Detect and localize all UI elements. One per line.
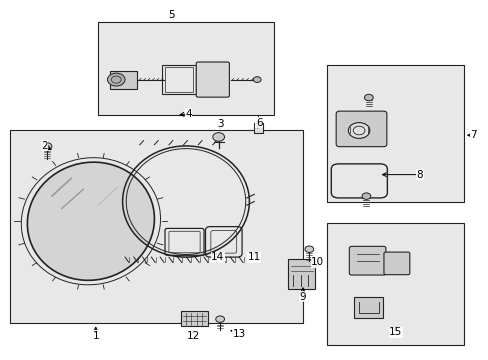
Text: 3: 3 [216, 120, 223, 129]
Text: 1: 1 [92, 331, 99, 341]
Circle shape [42, 143, 52, 150]
Bar [327, 223, 463, 345]
Text: 7: 7 [469, 130, 476, 140]
FancyBboxPatch shape [383, 252, 409, 275]
Bar [327, 65, 463, 202]
Bar [164, 67, 192, 92]
Text: 11: 11 [247, 252, 260, 262]
Circle shape [364, 94, 372, 101]
FancyBboxPatch shape [253, 123, 262, 134]
Text: 9: 9 [299, 292, 305, 302]
Text: 10: 10 [310, 257, 324, 267]
Circle shape [107, 73, 125, 86]
Text: 5: 5 [168, 10, 174, 20]
FancyBboxPatch shape [348, 246, 385, 275]
Bar [98, 22, 273, 116]
Ellipse shape [27, 162, 154, 280]
Circle shape [347, 123, 369, 138]
Text: 14: 14 [211, 252, 224, 262]
Text: 8: 8 [416, 170, 423, 180]
Bar [161, 65, 195, 94]
Bar [181, 311, 207, 326]
Circle shape [361, 193, 370, 199]
Bar [10, 130, 303, 323]
Text: 15: 15 [388, 327, 402, 337]
Bar [353, 297, 383, 318]
Text: 12: 12 [186, 331, 200, 341]
Circle shape [212, 133, 224, 141]
Circle shape [215, 316, 224, 322]
Text: 6: 6 [255, 118, 262, 128]
Bar [110, 71, 137, 89]
FancyBboxPatch shape [335, 111, 386, 147]
FancyBboxPatch shape [196, 62, 229, 97]
Text: 2: 2 [41, 141, 48, 151]
Text: 4: 4 [185, 109, 191, 119]
Circle shape [305, 246, 313, 252]
FancyBboxPatch shape [288, 259, 315, 289]
Text: 13: 13 [232, 329, 246, 339]
Circle shape [253, 77, 261, 82]
